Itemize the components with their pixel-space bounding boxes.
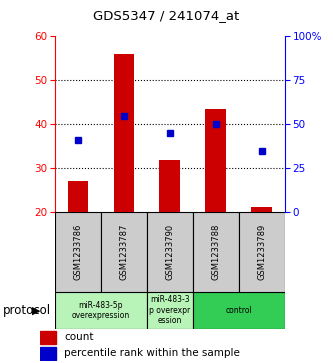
- Bar: [40, 347, 56, 360]
- Text: miR-483-5p
overexpression: miR-483-5p overexpression: [72, 301, 130, 320]
- Text: ▶: ▶: [32, 305, 40, 315]
- Bar: [193, 292, 285, 329]
- Text: miR-483-3
p overexpr
ession: miR-483-3 p overexpr ession: [149, 295, 190, 325]
- Text: GSM1233790: GSM1233790: [165, 224, 174, 280]
- Bar: [101, 212, 147, 292]
- Bar: [114, 54, 134, 212]
- Text: count: count: [64, 332, 94, 342]
- Bar: [147, 292, 193, 329]
- Bar: [160, 160, 180, 212]
- Bar: [251, 207, 272, 212]
- Bar: [193, 212, 239, 292]
- Text: GSM1233786: GSM1233786: [73, 224, 83, 281]
- Text: percentile rank within the sample: percentile rank within the sample: [64, 348, 240, 358]
- Text: GSM1233789: GSM1233789: [257, 224, 266, 280]
- Bar: [55, 292, 147, 329]
- Text: GSM1233788: GSM1233788: [211, 224, 220, 281]
- Text: protocol: protocol: [3, 304, 52, 317]
- Text: GDS5347 / 241074_at: GDS5347 / 241074_at: [93, 9, 240, 22]
- Bar: [205, 109, 226, 212]
- Bar: [40, 331, 56, 344]
- Bar: [68, 181, 88, 212]
- Text: control: control: [225, 306, 252, 315]
- Bar: [55, 212, 101, 292]
- Text: GSM1233787: GSM1233787: [119, 224, 129, 281]
- Bar: [239, 212, 285, 292]
- Bar: [147, 212, 193, 292]
